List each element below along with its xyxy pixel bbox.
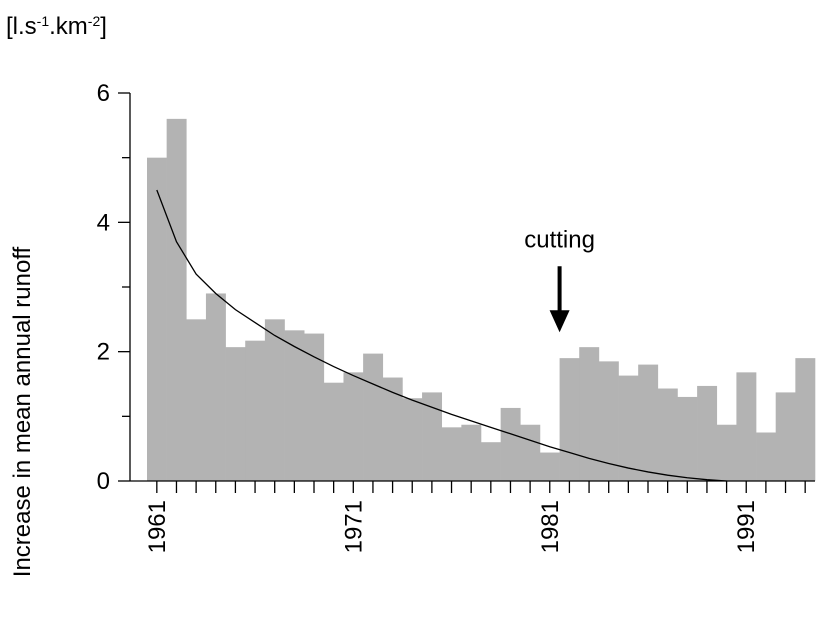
bar [697, 385, 718, 481]
bar [736, 372, 757, 481]
y-tick-label: 2 [97, 339, 110, 366]
y-unit: [l.s-1.km-2] [6, 13, 107, 40]
bar [382, 377, 403, 481]
bar [343, 372, 364, 481]
bar [579, 347, 600, 481]
bar [716, 424, 737, 481]
unit-superscript: -2 [88, 13, 101, 29]
x-tick-label: 1981 [537, 500, 564, 553]
x-tick-label: 1991 [733, 500, 760, 553]
bar [245, 340, 266, 481]
bar [461, 424, 482, 481]
bar [402, 398, 423, 481]
bar [559, 358, 580, 481]
unit-superscript: -1 [37, 13, 50, 29]
bar [520, 424, 541, 481]
bar [284, 330, 305, 481]
annotation-arrow-head [549, 310, 570, 333]
bar [598, 361, 619, 481]
unit-text: .km [49, 13, 88, 40]
bar [481, 442, 501, 481]
bar [441, 427, 462, 481]
fit-line [156, 189, 727, 482]
bar [264, 319, 285, 481]
bar [500, 407, 521, 481]
unit-text: ] [100, 13, 107, 40]
bar [205, 293, 226, 481]
bar [422, 392, 443, 481]
bar [539, 452, 560, 481]
bar [323, 382, 344, 481]
bar [225, 347, 246, 481]
unit-text: [l.s [6, 13, 37, 40]
x-tick-label: 1961 [144, 500, 171, 553]
bar [147, 157, 167, 481]
y-axis-label: Increase in mean annual runoff [9, 246, 36, 577]
bar [756, 432, 777, 481]
bar [166, 118, 187, 481]
bar [795, 358, 816, 481]
annotation: cutting [524, 226, 595, 253]
bar [677, 396, 698, 481]
bar [638, 364, 659, 481]
bar [363, 353, 384, 481]
y-tick-label: 0 [97, 468, 110, 495]
bar [775, 392, 796, 481]
bar [186, 319, 207, 481]
x-tick-label: 1971 [340, 500, 367, 553]
bar [304, 333, 325, 481]
y-tick-label: 4 [97, 209, 110, 236]
bar [618, 375, 639, 481]
bar [657, 388, 678, 481]
y-tick-label: 6 [97, 80, 110, 107]
